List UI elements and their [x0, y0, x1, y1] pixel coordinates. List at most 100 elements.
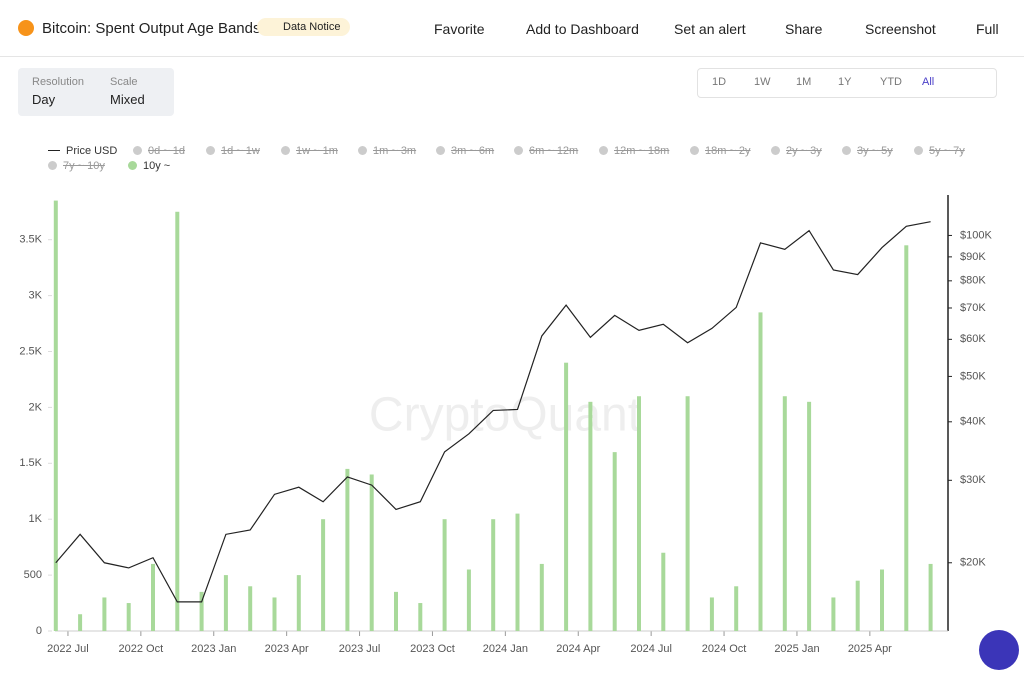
add-dashboard[interactable]: Add to Dashboard — [526, 21, 639, 37]
chat-button[interactable] — [979, 630, 1019, 670]
legend-item[interactable]: 1w ~ 1m — [281, 145, 338, 157]
legend-label: 7y ~ 10y — [63, 160, 105, 172]
legend-label: 2y ~ 3y — [786, 145, 822, 157]
legend-item[interactable]: 1d ~ 1w — [206, 145, 260, 157]
bar — [588, 401, 593, 631]
y2-tick-label: $50K — [960, 370, 986, 382]
share[interactable]: Share — [785, 21, 823, 37]
favorite[interactable]: Favorite — [434, 21, 485, 37]
period-button[interactable]: All — [922, 76, 935, 88]
x-tick-label: 2024 Apr — [556, 643, 600, 655]
x-tick-label: 2023 Oct — [410, 643, 455, 655]
screenshot[interactable]: Screenshot — [865, 21, 936, 37]
y2-tick-label: $80K — [960, 275, 986, 287]
period-button[interactable]: YTD — [880, 76, 902, 88]
legend-label: 3y ~ 5y — [857, 145, 893, 157]
legend-item[interactable]: 1m ~ 3m — [358, 145, 416, 157]
y-tick-label: 500 — [24, 569, 42, 581]
legend-item[interactable]: Price USD — [48, 145, 117, 157]
legend-item[interactable]: 3y ~ 5y — [842, 145, 893, 157]
x-tick-label: 2022 Oct — [119, 643, 164, 655]
resolution-label: Resolution — [32, 76, 84, 88]
legend-swatch — [281, 146, 290, 155]
x-tick-label: 2023 Jan — [191, 643, 236, 655]
resolution-value[interactable]: Day — [32, 92, 56, 107]
x-tick-label: 2024 Jul — [630, 643, 672, 655]
controls: Resolution Day Scale Mixed — [18, 68, 174, 116]
y2-tick-label: $40K — [960, 416, 986, 428]
legend-swatch — [48, 161, 57, 170]
legend-swatch — [206, 146, 215, 155]
y2-tick-label: $70K — [960, 302, 986, 314]
watermark: CryptoQuant — [369, 389, 641, 442]
bar — [612, 452, 617, 631]
legend-swatch — [914, 146, 923, 155]
legend-item[interactable]: 12m ~ 18m — [599, 145, 669, 157]
scale-value[interactable]: Mixed — [110, 92, 145, 107]
bar — [466, 569, 471, 631]
period-button[interactable]: 1W — [754, 76, 771, 88]
bar — [272, 597, 277, 631]
bar — [199, 591, 204, 631]
bar — [175, 211, 180, 631]
bar — [491, 519, 496, 631]
legend-swatch — [690, 146, 699, 155]
set-alert[interactable]: Set an alert — [674, 21, 746, 37]
bar — [855, 580, 860, 631]
bar — [685, 396, 690, 631]
legend-item[interactable]: 3m ~ 6m — [436, 145, 494, 157]
legend-item[interactable]: 10y ~ — [128, 160, 170, 172]
legend-item[interactable]: 6m ~ 12m — [514, 145, 578, 157]
y2-tick-label: $20K — [960, 557, 986, 569]
legend-label: 6m ~ 12m — [529, 145, 579, 157]
y-tick-label: 2K — [29, 401, 43, 413]
period-button[interactable]: 1Y — [838, 76, 852, 88]
legend-label: Price USD — [66, 145, 118, 157]
x-tick-label: 2023 Apr — [265, 643, 309, 655]
legend-swatch — [436, 146, 445, 155]
legend-label: 1w ~ 1m — [296, 145, 338, 157]
period-button[interactable]: 1D — [712, 76, 727, 88]
bar — [394, 591, 398, 631]
legend-swatch — [771, 146, 780, 155]
bar — [102, 597, 107, 631]
legend-label: 12m ~ 18m — [614, 145, 670, 157]
bar — [758, 312, 763, 631]
y-tick-label: 3.5K — [19, 234, 42, 246]
period-button[interactable]: 1M — [796, 76, 812, 88]
bar — [151, 563, 155, 631]
bar — [321, 519, 326, 631]
bar — [369, 474, 374, 631]
bar — [661, 552, 666, 631]
x-tick-label: 2023 Jul — [339, 643, 381, 655]
legend-label: 10y ~ — [143, 160, 171, 172]
legend-swatch — [842, 146, 851, 155]
legend-item[interactable]: 2y ~ 3y — [771, 145, 822, 157]
x-tick-label: 2024 Jan — [483, 643, 528, 655]
legend-item[interactable]: 5y ~ 7y — [914, 145, 965, 157]
bar — [734, 586, 739, 631]
period-bar: 1D 1W 1M 1Y YTD All — [697, 68, 997, 98]
legend-item[interactable]: 0d ~ 1d — [133, 145, 185, 157]
legend-swatch — [514, 146, 523, 155]
bar — [637, 396, 641, 631]
legend-swatch — [599, 146, 608, 155]
legend-item[interactable]: 7y ~ 10y — [48, 160, 105, 172]
x-tick-label: 2022 Jul — [47, 643, 89, 655]
legend-item[interactable]: 18m ~ 2y — [690, 145, 751, 157]
bar — [296, 575, 301, 631]
page-title: Bitcoin: Spent Output Age Bands — [42, 20, 261, 37]
y-tick-label: 2.5K — [19, 345, 42, 357]
bar — [539, 563, 544, 631]
bar — [564, 362, 569, 631]
bar — [709, 597, 714, 631]
full[interactable]: Full — [976, 21, 999, 37]
legend-swatch — [133, 146, 142, 155]
y2-tick-label: $60K — [960, 333, 986, 345]
y-tick-label: 1K — [29, 513, 43, 525]
legend-label: 18m ~ 2y — [705, 145, 751, 157]
bar — [904, 245, 909, 632]
data-notice[interactable]: Data Notice — [257, 18, 351, 36]
